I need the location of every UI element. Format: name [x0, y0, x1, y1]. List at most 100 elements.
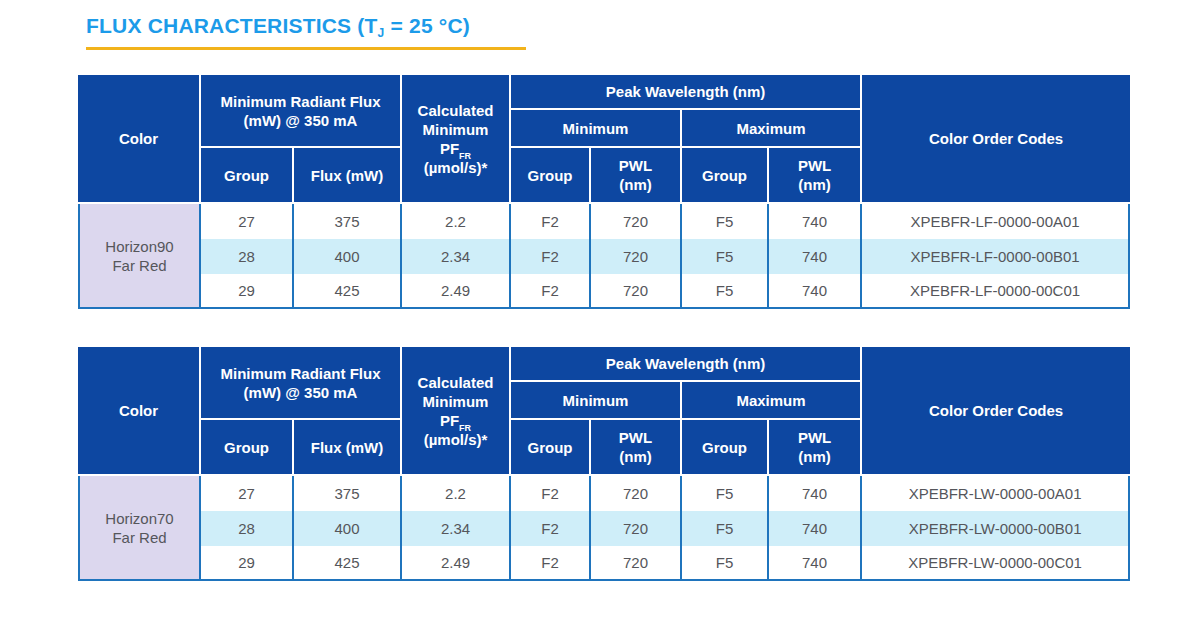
header-cell-radiant-flux: Minimum Radiant Flux (mW) @ 350 mA	[201, 75, 402, 148]
page-title-suffix: = 25 °C)	[384, 14, 469, 37]
header-label: Group	[528, 167, 573, 184]
color-name-line1: Horizon70	[105, 510, 173, 527]
color-name-line1: Horizon90	[105, 238, 173, 255]
header-cell-order-codes: Color Order Codes	[862, 75, 1130, 204]
header-cell-flux-group: Group	[201, 148, 294, 204]
header-label: (nm)	[798, 448, 831, 465]
header-cell-calc-min-pf: Calculated Minimum PFFR (µmol/s)*	[402, 347, 511, 476]
cell-max-pwl: 740	[769, 476, 862, 511]
page-title-text: FLUX CHARACTERISTICS (T	[86, 14, 378, 37]
cell-min-pwl: 720	[591, 476, 682, 511]
cell-min-group: F2	[511, 476, 591, 511]
header-cell-min-pwl: PWL(nm)	[591, 148, 682, 204]
header-label: Flux (mW)	[311, 167, 384, 184]
cell-flux-group: 29	[201, 274, 294, 309]
cell-flux-mw: 400	[294, 239, 402, 274]
header-label: (µmol/s)*	[424, 431, 488, 448]
cell-order-code: XPEBFR-LW-0000-00A01	[862, 476, 1130, 511]
header-label: Peak Wavelength (nm)	[606, 355, 765, 372]
header-label: PWL	[798, 429, 831, 446]
cell-order-code: XPEBFR-LF-0000-00A01	[862, 204, 1130, 239]
header-cell-min-group: Group	[511, 420, 591, 476]
header-row-1: Color Minimum Radiant Flux (mW) @ 350 mA…	[78, 75, 1130, 110]
cell-flux-group: 27	[201, 476, 294, 511]
cell-min-pwl: 720	[591, 546, 682, 581]
header-label: PWL	[619, 429, 652, 446]
cell-min-pwl: 720	[591, 511, 682, 546]
header-cell-minimum: Minimum	[511, 382, 682, 420]
header-cell-max-group: Group	[682, 148, 769, 204]
cell-flux-mw: 425	[294, 274, 402, 309]
cell-min-pwl: 720	[591, 274, 682, 309]
cell-min-group: F2	[511, 546, 591, 581]
cell-max-group: F5	[682, 204, 769, 239]
cell-calc-min-pf: 2.34	[402, 239, 511, 274]
header-label: Minimum	[563, 120, 629, 137]
cell-max-group: F5	[682, 476, 769, 511]
datasheet-page: { "title": { "text": "FLUX CHARACTERISTI…	[0, 0, 1187, 632]
header-cell-flux-group: Group	[201, 420, 294, 476]
cell-flux-mw: 375	[294, 476, 402, 511]
header-label: (nm)	[798, 176, 831, 193]
flux-table-horizon70: Color Minimum Radiant Flux (mW) @ 350 mA…	[78, 347, 1130, 581]
header-cell-maximum: Maximum	[682, 110, 862, 148]
header-subscript: FR	[459, 151, 471, 161]
table-body: Horizon70Far Red 27 375 2.2 F2 720 F5 74…	[78, 476, 1130, 581]
header-label: Peak Wavelength (nm)	[606, 83, 765, 100]
page-title: FLUX CHARACTERISTICS (TJ = 25 °C)	[86, 13, 1187, 38]
cell-min-pwl: 720	[591, 204, 682, 239]
color-name-line2: Far Red	[112, 529, 166, 546]
header-label: Minimum	[563, 392, 629, 409]
cell-flux-group: 29	[201, 546, 294, 581]
header-label: Flux (mW)	[311, 439, 384, 456]
header-cell-maximum: Maximum	[682, 382, 862, 420]
table-row: 28 400 2.34 F2 720 F5 740 XPEBFR-LF-0000…	[78, 239, 1130, 274]
cell-max-pwl: 740	[769, 204, 862, 239]
header-cell-max-pwl: PWL (nm)	[769, 420, 862, 476]
title-block: FLUX CHARACTERISTICS (TJ = 25 °C)	[86, 13, 1187, 50]
cell-order-code: XPEBFR-LW-0000-00C01	[862, 546, 1130, 581]
page-title-subscript: J	[378, 26, 385, 40]
header-cell-color: Color	[78, 75, 201, 204]
header-subscript: FR	[459, 423, 471, 433]
cell-calc-min-pf: 2.34	[402, 511, 511, 546]
color-name-line2: Far Red	[112, 257, 166, 274]
header-label: Minimum Radiant Flux (mW) @ 350 mA	[221, 93, 381, 129]
cell-calc-min-pf: 2.49	[402, 546, 511, 581]
header-cell-peak-wavelength: Peak Wavelength (nm)	[511, 75, 862, 110]
table-body: Horizon90Far Red 27 375 2.2 F2 720 F5 74…	[78, 204, 1130, 309]
header-cell-minimum: Minimum	[511, 110, 682, 148]
header-label: Group	[528, 439, 573, 456]
cell-max-pwl: 740	[769, 274, 862, 309]
color-name-cell: Horizon90 Far Red	[78, 204, 201, 309]
cell-flux-group: 28	[201, 239, 294, 274]
title-underline	[86, 47, 526, 50]
cell-max-group: F5	[682, 274, 769, 309]
header-label: Minimum	[423, 121, 489, 138]
table-row: 29 425 2.49 F2 720 F5 740 XPEBFR-LF-0000…	[78, 274, 1130, 309]
header-label: Color	[119, 402, 158, 419]
cell-flux-mw: 400	[294, 511, 402, 546]
cell-max-pwl: 740	[769, 511, 862, 546]
header-cell-flux-mw: Flux (mW)	[294, 420, 402, 476]
cell-min-group: F2	[511, 274, 591, 309]
header-cell-min-pwl: PWL(nm)	[591, 420, 682, 476]
header-cell-min-group: Group	[511, 148, 591, 204]
cell-min-pwl: 720	[591, 239, 682, 274]
table-row: 28 400 2.34 F2 720 F5 740 XPEBFR-LW-0000…	[78, 511, 1130, 546]
table-row: Horizon90Far Red 27 375 2.2 F2 720 F5 74…	[78, 204, 1130, 239]
header-cell-calc-min-pf: Calculated Minimum PFFR (µmol/s)*	[402, 75, 511, 204]
header-label: PF	[440, 140, 459, 157]
cell-flux-group: 27	[201, 204, 294, 239]
cell-order-code: XPEBFR-LW-0000-00B01	[862, 511, 1130, 546]
cell-max-group: F5	[682, 511, 769, 546]
header-label: PWL	[798, 157, 831, 174]
cell-calc-min-pf: 2.49	[402, 274, 511, 309]
cell-min-group: F2	[511, 239, 591, 274]
cell-order-code: XPEBFR-LF-0000-00B01	[862, 239, 1130, 274]
cell-flux-mw: 425	[294, 546, 402, 581]
header-cell-color: Color	[78, 347, 201, 476]
table-row: Horizon70Far Red 27 375 2.2 F2 720 F5 74…	[78, 476, 1130, 511]
header-label: Calculated	[418, 102, 494, 119]
header-label: Group	[224, 167, 269, 184]
